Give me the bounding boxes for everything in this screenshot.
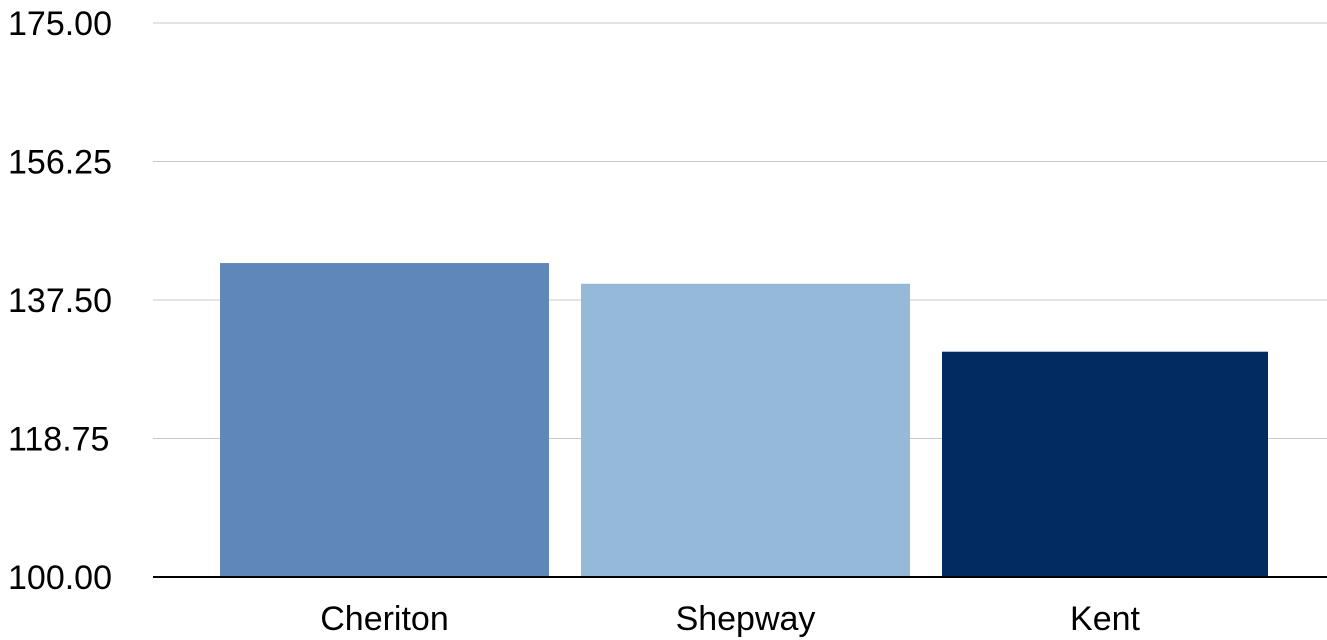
bar-cheriton bbox=[220, 263, 549, 577]
bar-shepway bbox=[581, 283, 910, 577]
x-tick-label: Cheriton bbox=[320, 600, 449, 638]
y-axis-tick-labels: 100.00 118.75 137.50 156.25 175.00 bbox=[8, 5, 112, 597]
y-tick-label: 118.75 bbox=[8, 421, 109, 459]
bar-kent bbox=[942, 351, 1268, 577]
y-tick-label: 100.00 bbox=[8, 559, 112, 597]
y-tick-label: 137.50 bbox=[8, 282, 112, 320]
x-tick-label: Kent bbox=[1070, 600, 1140, 638]
y-tick-label: 156.25 bbox=[8, 144, 112, 182]
bars bbox=[220, 263, 1268, 577]
x-tick-label: Shepway bbox=[676, 600, 816, 638]
x-axis-category-labels: Cheriton Shepway Kent bbox=[320, 600, 1140, 638]
y-tick-label: 175.00 bbox=[8, 5, 112, 43]
